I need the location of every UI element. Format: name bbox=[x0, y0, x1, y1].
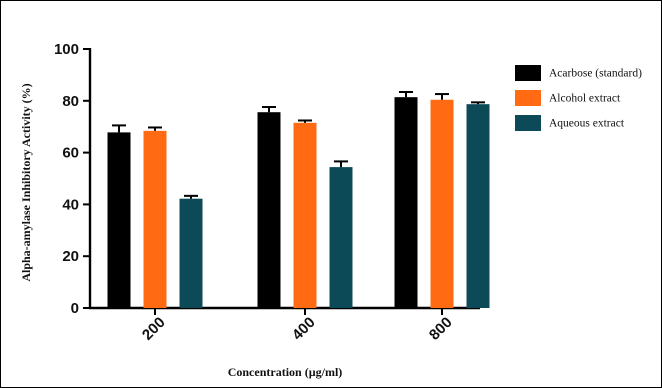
legend-item: Acarbose (standard) bbox=[515, 65, 642, 81]
legend-swatch bbox=[515, 115, 541, 131]
bar bbox=[293, 122, 317, 308]
bars bbox=[107, 97, 490, 309]
x-axis-label: Concentration (µg/ml) bbox=[228, 365, 343, 379]
x-axis-ticks: 200 400 800 bbox=[139, 308, 456, 344]
bar bbox=[430, 99, 454, 308]
legend-label: Aqueous extract bbox=[549, 118, 625, 130]
legend-swatch bbox=[515, 65, 541, 81]
y-tick-label: 0 bbox=[71, 300, 79, 317]
y-axis-ticks: 0 20 40 60 80 100 bbox=[54, 41, 90, 317]
error-bar bbox=[471, 101, 485, 105]
bar bbox=[257, 112, 281, 308]
legend-label: Alcohol extract bbox=[549, 93, 621, 105]
bar bbox=[329, 167, 353, 308]
bar bbox=[143, 130, 167, 308]
bar bbox=[466, 104, 490, 309]
bar bbox=[394, 97, 418, 308]
bar bbox=[179, 198, 203, 308]
error-bar bbox=[399, 90, 413, 98]
error-bar bbox=[298, 119, 312, 123]
legend-label: Acarbose (standard) bbox=[549, 68, 642, 80]
x-tick-label: 800 bbox=[426, 314, 456, 344]
legend-item: Alcohol extract bbox=[515, 90, 621, 106]
legend-item: Aqueous extract bbox=[515, 115, 625, 131]
legend-swatch bbox=[515, 90, 541, 106]
y-tick-label: 20 bbox=[62, 248, 79, 265]
error-bars bbox=[112, 90, 485, 199]
legend: Acarbose (standard) Alcohol extract Aqueou… bbox=[515, 65, 642, 131]
error-bar bbox=[112, 124, 126, 133]
error-bar bbox=[148, 126, 162, 131]
y-axis-label: Alpha-amylase Inhibitory Activity (%) bbox=[19, 83, 33, 281]
y-tick-label: 100 bbox=[54, 41, 79, 58]
error-bar bbox=[435, 93, 449, 100]
x-tick-label: 400 bbox=[289, 314, 319, 344]
bar bbox=[107, 132, 131, 308]
error-bar bbox=[184, 194, 198, 199]
y-tick-label: 40 bbox=[62, 196, 79, 213]
y-tick-label: 80 bbox=[62, 93, 79, 110]
error-bar bbox=[334, 160, 348, 168]
x-tick-label: 200 bbox=[139, 314, 169, 344]
error-bar bbox=[262, 106, 276, 113]
y-tick-label: 60 bbox=[62, 145, 79, 162]
